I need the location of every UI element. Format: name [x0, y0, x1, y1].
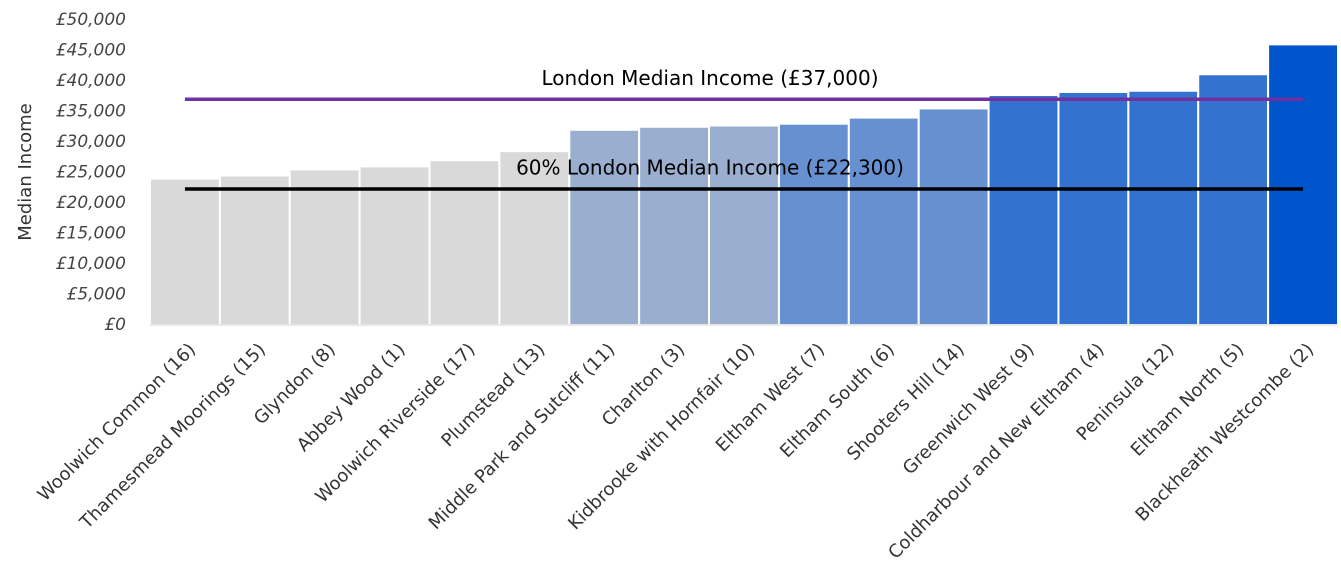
bar — [1127, 89, 1200, 327]
bar — [288, 168, 361, 326]
y-tick-label: £50,000 — [56, 10, 126, 30]
bar — [428, 159, 501, 326]
x-tick-label: Greenwich West (9) — [899, 339, 1039, 479]
bar — [1197, 73, 1270, 327]
bar — [218, 174, 291, 326]
reference-label: London Median Income (£37,000) — [541, 66, 878, 90]
y-tick-label: £10,000 — [56, 254, 126, 274]
bar — [638, 125, 711, 326]
bar — [777, 122, 850, 326]
bar — [847, 116, 920, 326]
bar — [987, 94, 1060, 326]
y-tick-label: £40,000 — [56, 71, 126, 91]
bar — [1057, 90, 1130, 327]
y-tick-label: £15,000 — [56, 224, 126, 244]
x-tick-label: Shooters Hill (14) — [843, 339, 969, 465]
y-tick-label: £20,000 — [56, 193, 126, 213]
y-tick-label: £0 — [104, 315, 126, 335]
y-axis-label: Median Income — [15, 103, 36, 240]
y-tick-label: £45,000 — [56, 41, 126, 61]
reference-label: 60% London Median Income (£22,300) — [516, 155, 904, 179]
bar — [1267, 43, 1340, 327]
y-tick-label: £30,000 — [56, 132, 126, 152]
y-tick-label: £35,000 — [56, 102, 126, 122]
bar — [149, 177, 221, 326]
y-tick-label: £5,000 — [67, 285, 126, 305]
bar — [917, 107, 990, 326]
y-tick-label: £25,000 — [56, 163, 126, 183]
